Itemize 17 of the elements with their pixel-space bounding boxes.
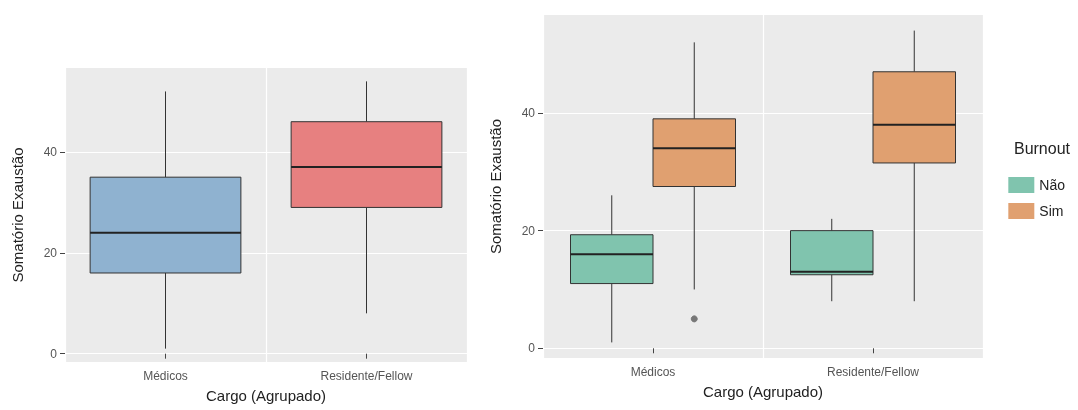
legend-label: Não bbox=[1039, 177, 1066, 193]
y-tick-label: 40 bbox=[43, 144, 58, 159]
x-tick-label: Residente/Fellow bbox=[320, 369, 413, 383]
y-tick-label: 0 bbox=[528, 341, 536, 356]
y-axis-title: Somatório Exaustão bbox=[487, 118, 504, 255]
y-tick-label: 20 bbox=[521, 223, 536, 238]
x-axis-title: Cargo (Agrupado) bbox=[205, 387, 327, 404]
x-tick-label: Médicos bbox=[630, 365, 676, 379]
y-tick-label: 0 bbox=[50, 346, 58, 361]
y-axis-title: Somatório Exaustão bbox=[9, 147, 26, 283]
y-tick-label: 20 bbox=[43, 245, 58, 260]
x-axis-title: Cargo (Agrupado) bbox=[702, 383, 824, 400]
legend-title: Burnout bbox=[1013, 139, 1071, 157]
x-tick-label: Residente/Fellow bbox=[826, 365, 920, 379]
legend-label: Sim bbox=[1039, 203, 1064, 219]
y-tick-label: 40 bbox=[521, 105, 536, 120]
x-tick-label: Médicos bbox=[143, 369, 188, 383]
